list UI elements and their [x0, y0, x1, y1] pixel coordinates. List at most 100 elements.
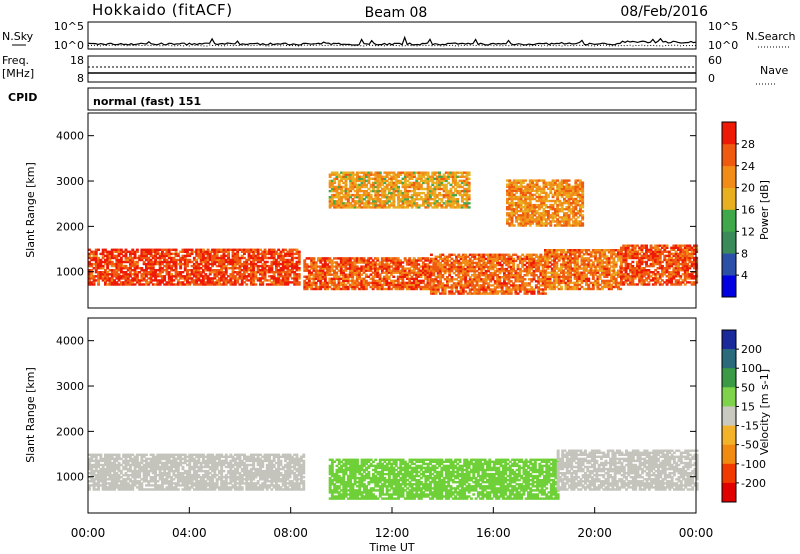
echo-cell	[631, 269, 635, 272]
echo-cell	[468, 263, 472, 267]
echo-cell	[433, 204, 437, 207]
echo-cell	[233, 279, 237, 282]
echo-cell	[631, 267, 635, 270]
echo-cell	[560, 275, 563, 278]
echo-cell	[477, 290, 481, 293]
echo-cell	[426, 206, 430, 209]
echo-cell	[532, 292, 536, 295]
echo-cell	[683, 244, 687, 247]
echo-cell	[254, 262, 258, 266]
echo-cell	[562, 281, 566, 285]
echo-cell	[686, 271, 689, 274]
echo-cell	[683, 267, 687, 270]
echo-cell	[614, 253, 618, 256]
echo-cell	[557, 269, 561, 272]
echo-cell	[349, 185, 353, 189]
echo-cell	[510, 216, 514, 219]
echo-cell	[220, 256, 224, 260]
echo-cell	[629, 267, 632, 270]
echo-cell	[197, 250, 201, 253]
echo-cell	[396, 267, 400, 270]
echo-cell	[88, 262, 91, 266]
echo-cell	[475, 288, 479, 291]
echo-cell	[142, 275, 146, 278]
echo-cell	[679, 269, 683, 272]
echo-cell	[510, 193, 514, 197]
echo-cell	[403, 187, 407, 191]
echo-cell	[500, 259, 504, 263]
echo-cell	[525, 284, 529, 287]
echo-cell	[186, 262, 189, 266]
echo-cell	[310, 267, 314, 270]
echo-cell	[463, 202, 467, 205]
echo-cell	[199, 267, 203, 270]
echo-cell	[245, 260, 249, 264]
echo-cell	[138, 281, 142, 284]
echo-cell	[620, 256, 623, 260]
echo-cell	[330, 193, 334, 197]
echo-cell	[220, 267, 224, 270]
echo-cell	[392, 193, 396, 197]
echo-cell	[531, 179, 534, 182]
echo-cell	[449, 187, 453, 191]
echo-cell	[394, 283, 398, 287]
echo-cell	[365, 173, 368, 176]
echo-cell	[489, 263, 493, 267]
echo-cell	[337, 265, 341, 268]
echo-cell	[489, 265, 493, 269]
echo-cell	[432, 278, 436, 281]
echo-cell	[515, 195, 518, 199]
echo-cell	[88, 277, 91, 280]
echo-cell	[661, 264, 664, 268]
echo-cell	[158, 281, 162, 284]
echo-cell	[385, 196, 389, 199]
echo-cell	[140, 279, 144, 282]
echo-cell	[233, 283, 237, 286]
echo-cell	[429, 189, 432, 193]
echo-cell	[321, 285, 325, 289]
echo-cell	[464, 253, 468, 256]
echo-cell	[323, 279, 327, 283]
echo-cell	[444, 196, 448, 199]
echo-cell	[507, 257, 511, 261]
echo-cell	[290, 258, 294, 262]
echo-cell	[535, 189, 539, 192]
echo-cell	[438, 193, 441, 197]
echo-cell	[681, 281, 685, 284]
echo-cell	[506, 201, 509, 205]
echo-cell	[528, 208, 532, 211]
echo-cell	[580, 257, 584, 260]
echo-cell	[459, 278, 463, 281]
echo-cell	[683, 264, 687, 268]
echo-cell	[259, 252, 262, 256]
echo-cell	[202, 271, 205, 274]
echo-cell	[399, 277, 402, 280]
echo-cell	[468, 259, 472, 263]
echo-cell	[376, 198, 380, 201]
echo-cell	[371, 271, 375, 274]
echo-cell	[693, 267, 696, 270]
echo-cell	[183, 283, 187, 286]
echo-cell	[124, 260, 128, 264]
echo-cell	[353, 261, 357, 264]
echo-cell	[555, 261, 559, 264]
echo-cell	[591, 273, 595, 276]
echo-cell	[531, 206, 534, 209]
echo-cell	[688, 254, 692, 258]
echo-cell	[390, 283, 393, 287]
echo-cell	[441, 292, 445, 295]
echo-cell	[365, 202, 368, 205]
echo-cell	[443, 257, 447, 261]
echo-cell	[456, 204, 460, 207]
echo-cell	[528, 220, 532, 223]
echo-cell	[473, 276, 477, 279]
echo-cell	[340, 204, 343, 207]
echo-cell	[512, 274, 515, 277]
echo-cell	[339, 277, 343, 280]
echo-cell	[330, 171, 334, 174]
echo-cell	[541, 267, 545, 271]
echo-cell	[532, 259, 536, 263]
echo-cell	[337, 173, 341, 176]
echo-cell	[364, 283, 368, 287]
echo-cell	[351, 198, 355, 201]
